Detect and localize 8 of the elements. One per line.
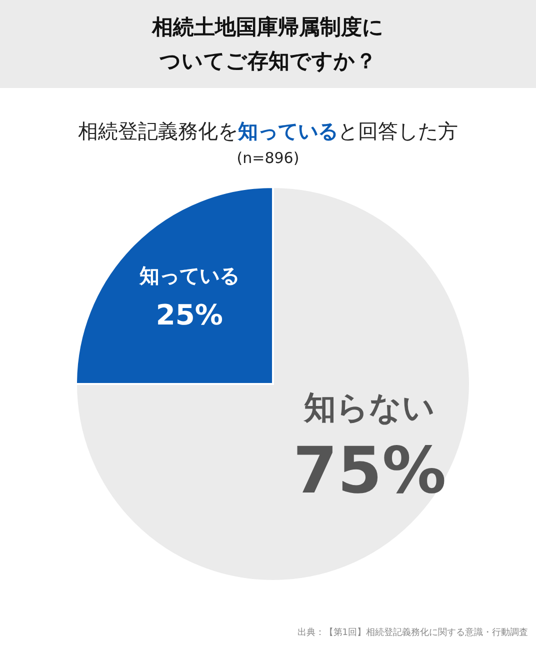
data-label: 25%: [156, 298, 223, 332]
pie-slice: [75, 186, 471, 582]
slice-label: 知っている: [138, 263, 240, 288]
data-label: 75%: [293, 434, 446, 509]
slice-label: 知らない: [303, 388, 436, 427]
source-note: 出典：【第1回】相続登記義務化に関する意識・行動調査: [297, 626, 528, 639]
text: 相続登記義務化を知っていると回答した方 (n=896): [78, 119, 458, 167]
chart-title: 相続土地国庫帰属制度についてご存知ですか？: [150, 14, 385, 75]
